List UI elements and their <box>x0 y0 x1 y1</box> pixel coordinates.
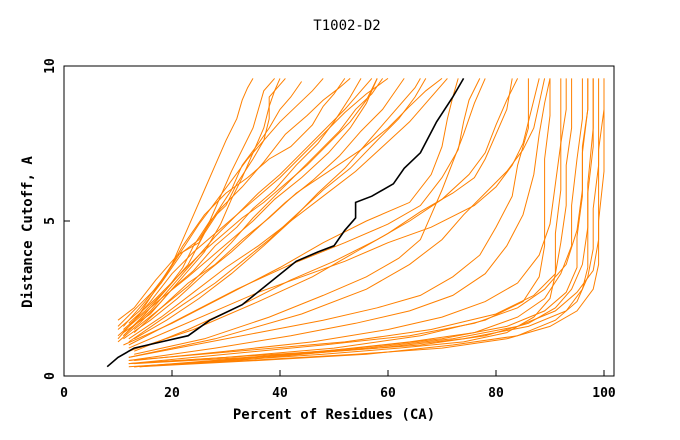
model-series-line-9 <box>128 78 448 340</box>
model-series-line-34 <box>117 78 281 343</box>
highlight-series-line <box>106 77 465 368</box>
model-series-line-12 <box>133 78 443 333</box>
model-series-line-20 <box>128 78 583 365</box>
x-tick-label: 0 <box>60 386 68 401</box>
model-series-line-13 <box>128 78 540 349</box>
model-series-line-7 <box>123 78 405 340</box>
model-series-line-39 <box>117 78 254 340</box>
model-series-line-10 <box>123 78 351 330</box>
model-series-line-29 <box>128 78 551 365</box>
model-series-line-26 <box>128 78 573 361</box>
x-tick-label: 40 <box>272 386 288 401</box>
x-tick-label: 80 <box>488 386 504 401</box>
model-series-line-17 <box>128 78 529 358</box>
model-series-line-23 <box>134 78 605 368</box>
model-series-line-28 <box>134 78 605 368</box>
model-series-line-4 <box>117 78 346 330</box>
model-series-line-36 <box>128 78 378 324</box>
model-series-line-11 <box>128 77 389 327</box>
x-axis-label: Percent of Residues (CA) <box>233 407 435 423</box>
y-axis-label: Distance Cutoff, A <box>20 156 36 308</box>
model-series-line-22 <box>128 78 589 365</box>
model-series-line-32 <box>134 78 486 355</box>
x-tick-label: 100 <box>592 386 616 401</box>
model-series-line-15 <box>128 78 481 346</box>
model-series-line-30 <box>139 78 594 368</box>
model-series-line-18 <box>128 78 551 361</box>
y-tick-label: 10 <box>43 58 58 74</box>
model-series-line-1 <box>117 78 286 321</box>
model-series-line-33 <box>128 78 513 352</box>
model-series-line-16 <box>123 78 459 346</box>
model-series-line-25 <box>134 78 589 365</box>
model-series-line-37 <box>123 78 373 337</box>
series-layer <box>106 77 605 368</box>
model-series-line-38 <box>133 78 384 330</box>
chart-title: T1002-D2 <box>313 18 380 34</box>
model-series-line-27 <box>128 78 562 368</box>
axes-layer: 0 20 40 60 80 100 0 5 10 <box>43 58 616 401</box>
model-series-line-31 <box>128 78 546 358</box>
y-tick-label: 0 <box>43 372 58 380</box>
model-series-line-35 <box>123 78 324 327</box>
model-series-line-40 <box>133 78 421 340</box>
x-tick-label: 20 <box>164 386 180 401</box>
y-tick-label: 5 <box>43 217 58 225</box>
x-tick-label: 60 <box>380 386 396 401</box>
